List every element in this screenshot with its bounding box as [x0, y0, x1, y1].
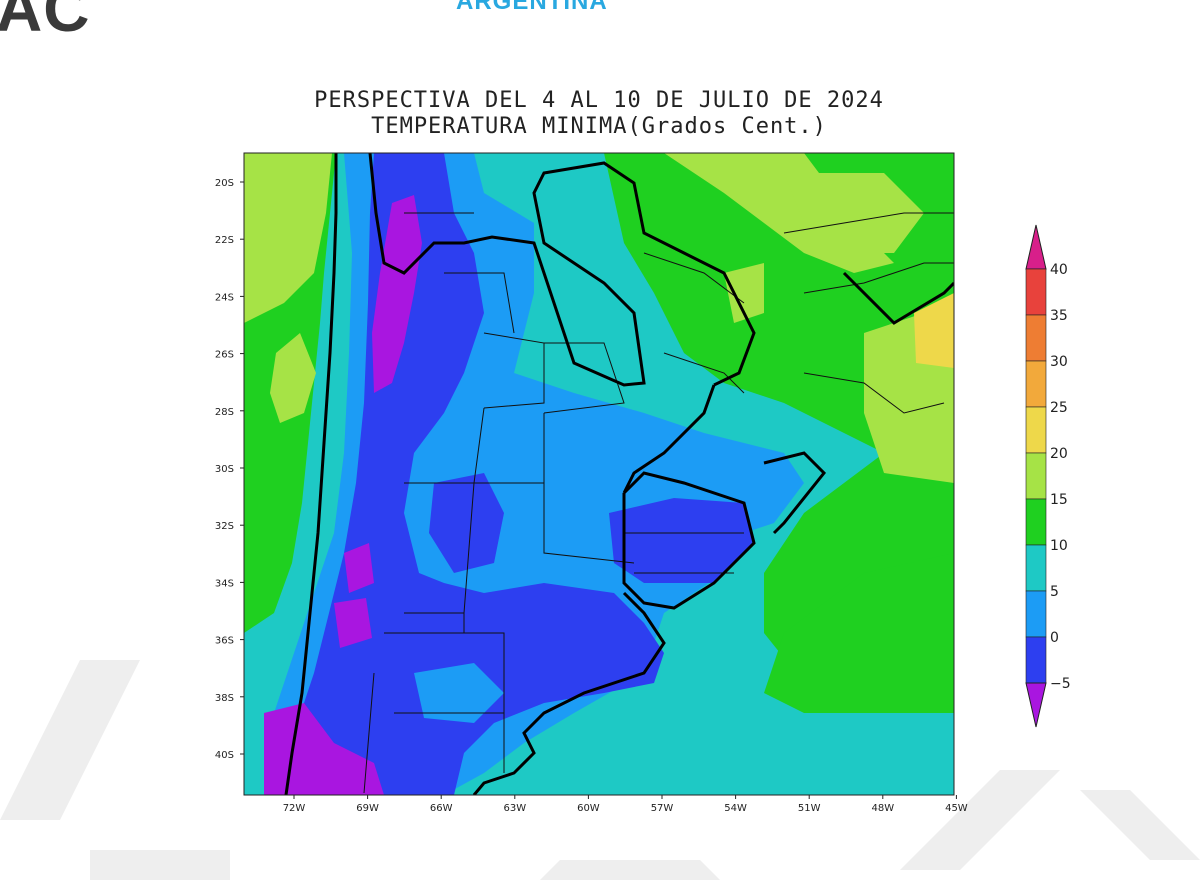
region-heading: ARGENTINA	[456, 0, 608, 15]
legend-swatch	[1025, 590, 1047, 638]
background-watermark	[0, 660, 1200, 880]
legend-label: 35	[1050, 308, 1068, 324]
legend-label: 5	[1050, 584, 1059, 600]
legend-triangle-top	[1025, 224, 1047, 270]
lat-tick-label: 20S	[215, 178, 234, 189]
legend-swatch	[1025, 314, 1047, 362]
legend-swatch	[1025, 360, 1047, 408]
legend-swatch	[1025, 544, 1047, 592]
lat-tick-label: 30S	[215, 464, 234, 475]
legend-label: 15	[1050, 492, 1068, 508]
legend-label: −5	[1050, 676, 1071, 692]
lat-tick-label: 32S	[215, 521, 234, 532]
map-title-line1: PERSPECTIVA DEL 4 AL 10 DE JULIO DE 2024	[314, 88, 884, 113]
legend-swatch	[1025, 636, 1047, 684]
lat-tick-label: 28S	[215, 407, 234, 418]
brand-logo-text: AC	[0, 0, 91, 45]
legend-label: 20	[1050, 446, 1068, 462]
temperature-legend: 40 35 30 25 20 15 10 5 0 −5	[1025, 224, 1071, 728]
legend-label: 10	[1050, 538, 1068, 554]
legend-label: 0	[1050, 630, 1059, 646]
legend-label: 40	[1050, 262, 1068, 278]
map-title-line2: TEMPERATURA MINIMA(Grados Cent.)	[371, 114, 827, 139]
legend-label: 30	[1050, 354, 1068, 370]
lat-tick-label: 22S	[215, 235, 234, 246]
legend-swatch	[1025, 498, 1047, 546]
legend-triangle-bottom	[1025, 682, 1047, 728]
legend-label: 25	[1050, 400, 1068, 416]
lat-tick-label: 26S	[215, 350, 234, 361]
lat-tick-label: 24S	[215, 292, 234, 303]
temperature-map	[244, 153, 954, 795]
lat-tick-label: 34S	[215, 578, 234, 589]
legend-swatch	[1025, 268, 1047, 316]
legend-swatch	[1025, 406, 1047, 454]
legend-swatch	[1025, 452, 1047, 500]
